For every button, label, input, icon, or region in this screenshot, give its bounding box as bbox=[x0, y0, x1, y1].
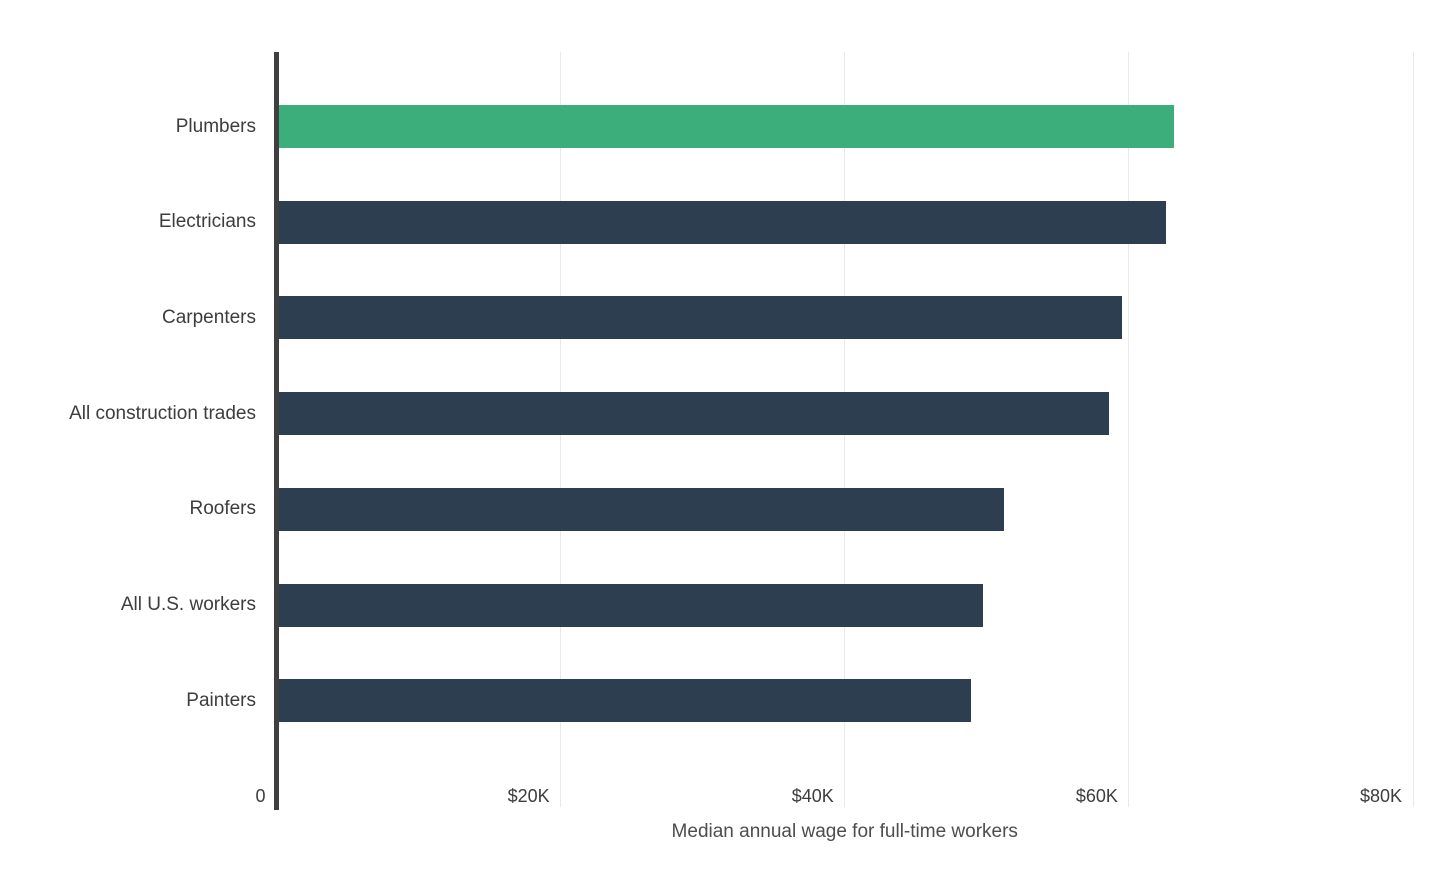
x-axis-title: Median annual wage for full-time workers bbox=[671, 821, 1018, 842]
x-tick-label: $80K bbox=[1359, 786, 1402, 806]
x-tick-label: $60K bbox=[1075, 786, 1118, 806]
x-tick-label: 0 bbox=[255, 786, 266, 806]
bar-roofers bbox=[279, 487, 1004, 531]
category-label: All construction trades bbox=[69, 402, 256, 424]
category-label: Roofers bbox=[189, 498, 256, 520]
bar-painters bbox=[279, 679, 972, 723]
bar-all-u-s-workers bbox=[279, 583, 983, 627]
category-label: Plumbers bbox=[175, 115, 256, 137]
bar-carpenters bbox=[279, 296, 1122, 340]
bar-plumbers bbox=[279, 105, 1175, 148]
category-label: Electricians bbox=[158, 211, 256, 233]
category-label: Carpenters bbox=[162, 306, 256, 328]
x-tick-label: $20K bbox=[507, 786, 550, 806]
category-label: Painters bbox=[186, 689, 256, 711]
category-label: All U.S. workers bbox=[120, 594, 256, 615]
zero-axis-line bbox=[274, 52, 279, 810]
gridline-60k bbox=[1128, 52, 1130, 807]
gridline-80k bbox=[1412, 52, 1414, 807]
bar-electricians bbox=[279, 200, 1166, 244]
bar-all-construction-trades bbox=[279, 392, 1109, 436]
x-tick-label: $40K bbox=[791, 786, 834, 806]
